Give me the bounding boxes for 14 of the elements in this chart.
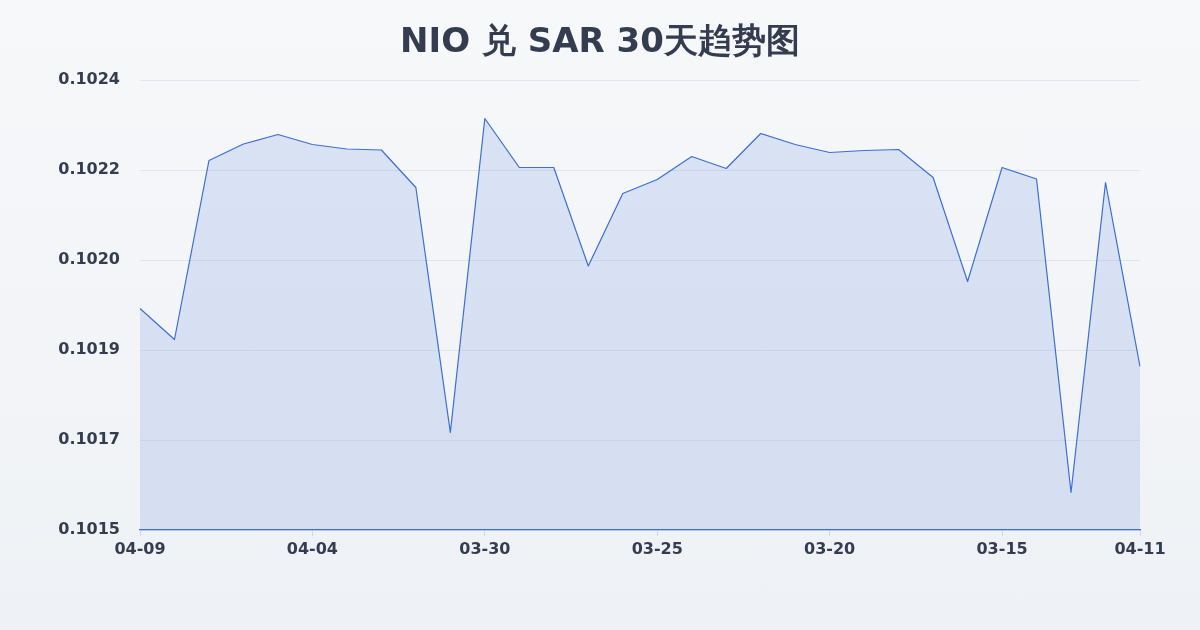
chart-title: NIO 兑 SAR 30天趋势图 <box>399 19 801 62</box>
y-tick-label: 0.1017 <box>58 429 120 449</box>
x-tick-label: 03-20 <box>804 538 856 558</box>
y-tick-label: 0.1019 <box>58 339 120 359</box>
y-tick-label: 0.1024 <box>58 69 120 89</box>
x-tick-label: 04-11 <box>1114 538 1166 558</box>
x-tick-label: 04-09 <box>114 538 166 558</box>
x-tick-label: 03-25 <box>631 538 683 558</box>
x-tick-label: 04-04 <box>286 538 338 558</box>
y-tick-label: 0.1020 <box>58 249 120 269</box>
y-tick-label: 0.1022 <box>58 159 120 179</box>
x-tick-label: 03-15 <box>976 538 1028 558</box>
y-tick-label: 0.1015 <box>58 519 120 539</box>
x-tick-label: 03-30 <box>459 538 511 558</box>
